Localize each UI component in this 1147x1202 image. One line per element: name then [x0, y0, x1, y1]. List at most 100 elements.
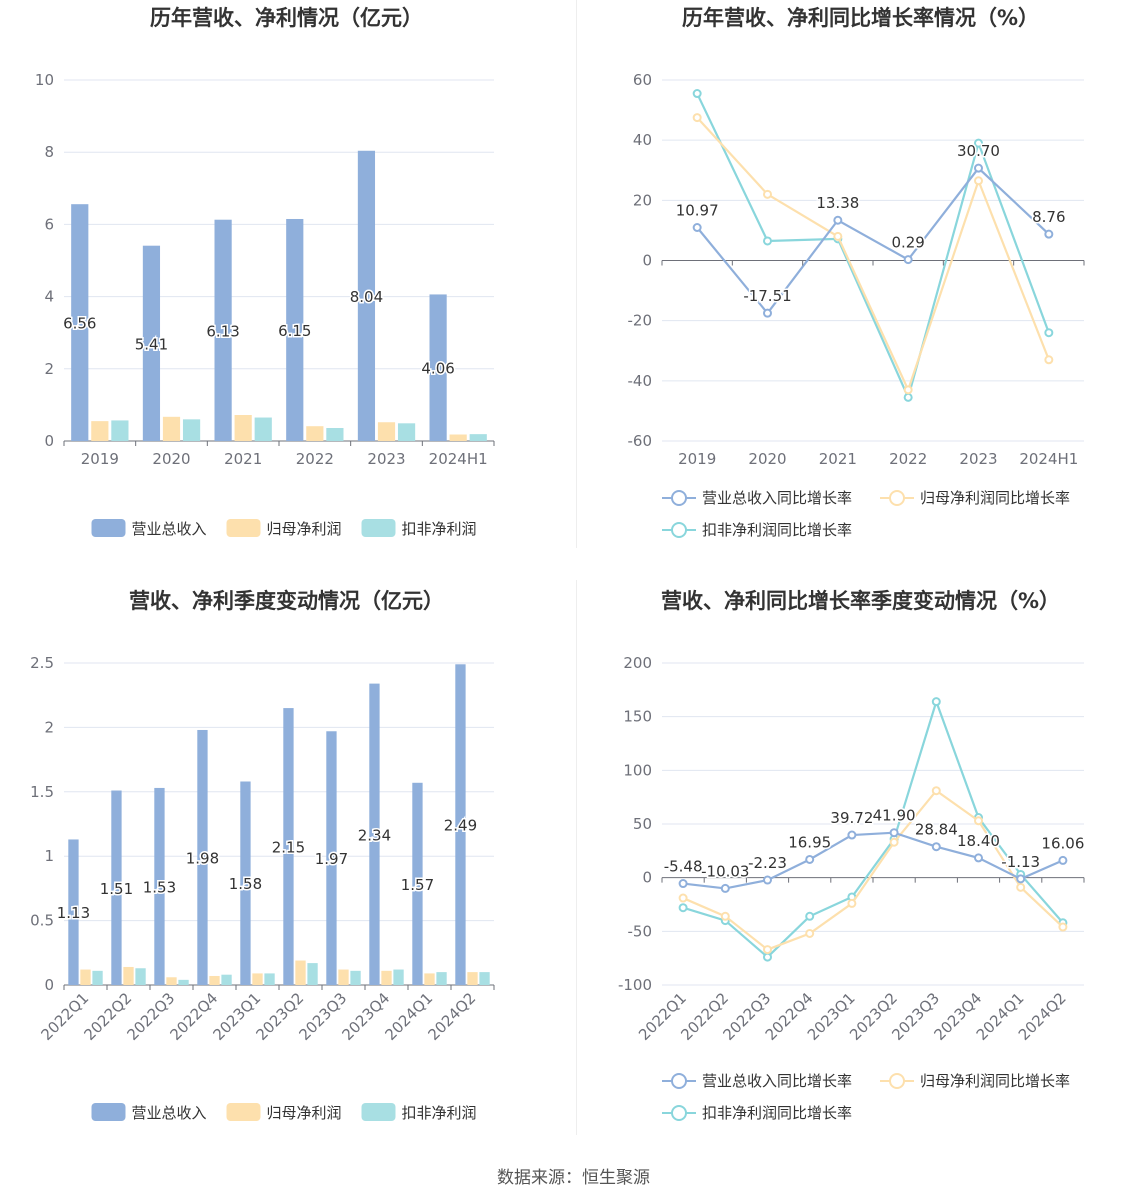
y-tick-label: -20: [628, 312, 653, 330]
legend-label: 扣非净利润同比增长率: [702, 1104, 852, 1122]
data-point: [974, 176, 983, 186]
x-tick-label: 2024H1: [1019, 450, 1078, 468]
quarterly-revenue-profit-panel: 营收、净利季度变动情况（亿元） 0 0.5 1 1.5 2 2.5 1.13 1.51 1.53…: [0, 583, 573, 1163]
data-point: [833, 231, 843, 241]
legend-label: 归母净利润同比增长率: [920, 1072, 1070, 1090]
data-point: [692, 113, 702, 123]
legend-label: 归母净利润同比增长率: [920, 489, 1070, 507]
bar: [71, 204, 89, 441]
data-point: [678, 903, 688, 913]
bar: [178, 979, 189, 985]
data-point: [889, 828, 899, 838]
chart-title: 营收、净利同比增长率季度变动情况（%）: [660, 589, 1061, 613]
bar: [123, 966, 134, 985]
bar: [209, 975, 220, 985]
series-line: [696, 166, 1050, 315]
x-tick-label: 2019: [81, 450, 119, 468]
bar: [254, 417, 272, 441]
data-point: [847, 898, 857, 908]
data-label: 39.72: [830, 809, 873, 827]
bar: [479, 972, 490, 985]
y-tick-label: 0.5: [30, 912, 54, 930]
bar: [240, 781, 251, 985]
data-point: [1016, 874, 1026, 884]
data-point: [974, 163, 983, 173]
legend-swatch: [91, 519, 126, 537]
x-tick-label: 2023: [959, 450, 997, 468]
annual-revenue-profit-panel: 历年营收、净利情况（亿元） 0 2 4 6 8 10 6.56 5.41 6.13 6.15 8.0…: [0, 0, 573, 580]
data-point: [692, 89, 702, 99]
bar: [283, 708, 294, 985]
y-tick-label: -40: [628, 372, 653, 390]
x-tick-label: 2021: [819, 450, 857, 468]
x-tick-label: 2024Q2: [1015, 989, 1070, 1044]
data-point: [974, 853, 983, 863]
data-label: 2.15: [272, 839, 305, 857]
x-tick-label: 2023: [367, 450, 405, 468]
y-tick-label: 0: [44, 976, 54, 994]
y-tick-label: 4: [44, 288, 54, 306]
legend-label: 归母净利润: [267, 520, 342, 538]
data-point: [1058, 855, 1068, 865]
quarterly-revenue-profit-chart: 0 0.5 1 1.5 2 2.5 1.13 1.51 1.53 1.98 1.58 2.15 1.97…: [30, 654, 495, 1122]
quarterly-growth-panel: 营收、净利同比增长率季度变动情况（%） -100 -50 0 50 100 150 200-…: [574, 583, 1147, 1163]
quarterly-growth-chart: -100 -50 0 50 100 150 200 -5.48-10.03-2.2316.95…: [618, 654, 1086, 1122]
x-tick-label: 2019: [678, 450, 716, 468]
data-label: 6.15: [278, 322, 311, 340]
data-point: [833, 215, 843, 225]
bar: [111, 420, 129, 441]
data-label: 1.57: [401, 876, 434, 894]
x-tick-label: 2020: [748, 450, 786, 468]
y-tick-label: 2: [44, 360, 54, 378]
bar: [80, 969, 91, 985]
legend-swatch: [361, 519, 396, 537]
series-line: [682, 789, 1064, 951]
legend-marker: [671, 490, 687, 506]
data-label: 13.38: [816, 194, 859, 212]
vertical-divider-bottom: [576, 580, 577, 1135]
data-point: [974, 138, 983, 148]
bar: [393, 969, 404, 985]
data-label: -10.03: [701, 862, 749, 880]
data-point: [763, 952, 772, 962]
data-point: [678, 879, 688, 889]
data-point: [1044, 229, 1054, 239]
bar: [449, 434, 467, 441]
bar: [142, 245, 161, 441]
bar: [252, 973, 263, 985]
series-line: [696, 116, 1050, 393]
legend-label: 营业总收入: [132, 1104, 207, 1122]
legend-marker: [671, 522, 687, 538]
data-point: [847, 830, 857, 840]
bar: [264, 973, 275, 985]
annual-revenue-profit-chart: 0 2 4 6 8 10 6.56 5.41 6.13 6.15 8.04 4.06 2019 2020 2…: [35, 71, 495, 538]
legend-label: 营业总收入: [132, 520, 207, 538]
series-line: [696, 93, 1050, 401]
x-tick-label: 2021: [224, 450, 262, 468]
y-tick-label: 0: [642, 869, 652, 887]
data-point: [903, 385, 913, 395]
bar: [338, 969, 349, 985]
legend-label: 扣非净利润同比增长率: [702, 521, 852, 539]
data-point: [1044, 355, 1054, 365]
data-point: [763, 308, 772, 318]
chart-title: 营收、净利季度变动情况（亿元）: [129, 589, 444, 613]
y-tick-label: 40: [633, 131, 652, 149]
data-point: [763, 189, 772, 199]
data-point: [931, 842, 941, 852]
y-tick-label: 20: [633, 191, 652, 209]
bar: [469, 434, 487, 441]
data-label: 1.98: [186, 849, 219, 867]
bar: [221, 974, 232, 985]
series-line: [682, 831, 1064, 890]
data-label: 2.49: [444, 817, 477, 835]
data-label: 4.06: [421, 360, 454, 378]
bar: [295, 960, 306, 985]
legend-label: 扣非净利润: [402, 1104, 477, 1122]
legend-label: 营业总收入同比增长率: [702, 489, 852, 507]
legend-swatch: [91, 1103, 126, 1121]
legend-marker: [671, 1073, 687, 1089]
bar: [306, 426, 324, 441]
x-tick-label: 2020: [152, 450, 190, 468]
data-label: 1.51: [100, 880, 133, 898]
